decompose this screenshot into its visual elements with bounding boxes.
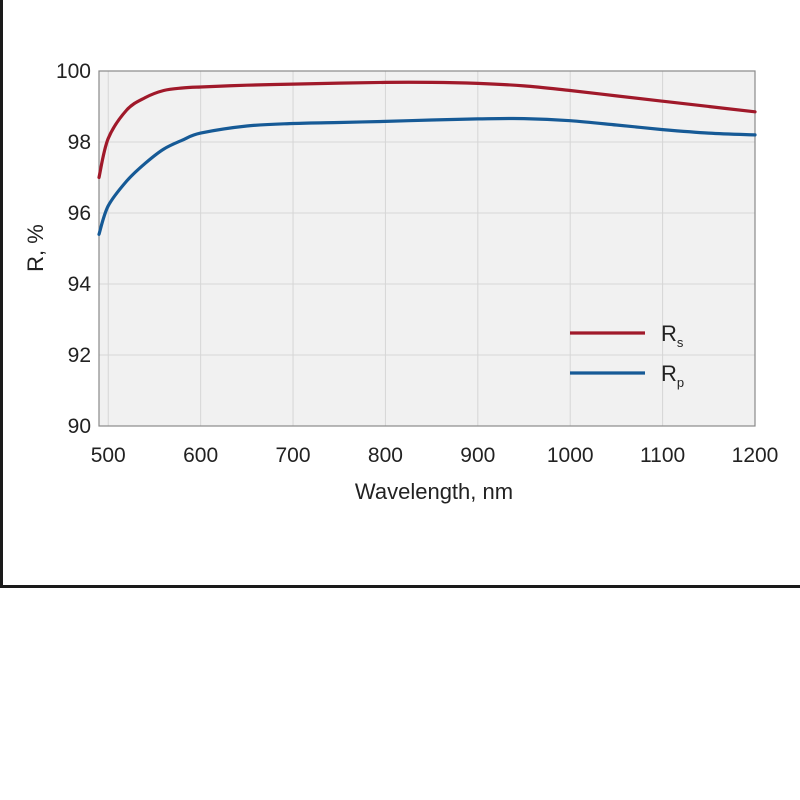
y-tick-label: 94 [68, 273, 92, 296]
y-axis-label: R, % [23, 224, 48, 272]
series-line-rs [97, 80, 757, 180]
chart-frame [0, 0, 800, 588]
x-tick-label: 600 [183, 444, 218, 467]
x-tick-label: 1200 [732, 444, 779, 467]
y-tick-label: 100 [56, 60, 91, 83]
x-tick-labels: 500 600 700 800 900 1000 1100 1200 [91, 444, 779, 467]
x-axis-label: Wavelength, nm [355, 479, 513, 504]
y-tick-labels: 90 92 94 96 98 100 [56, 60, 91, 438]
legend: Rs Rp [570, 321, 684, 390]
plot-area [99, 71, 755, 426]
y-tick-label: 96 [68, 202, 91, 225]
legend-label-rs: Rs [661, 321, 684, 350]
x-tick-label: 800 [368, 444, 403, 467]
y-tick-label: 90 [68, 415, 91, 438]
legend-label-rp: Rp [661, 361, 684, 390]
x-tick-label: 1100 [640, 444, 685, 467]
plot-border [98, 70, 756, 427]
x-tick-label: 1000 [547, 444, 594, 467]
y-tick-label: 92 [68, 344, 91, 367]
x-tick-label: 700 [276, 444, 311, 467]
x-tick-label: 500 [91, 444, 126, 467]
series-line-rp [97, 116, 757, 236]
y-tick-label: 98 [68, 131, 91, 154]
x-tick-label: 900 [460, 444, 495, 467]
series-layer [97, 80, 757, 236]
